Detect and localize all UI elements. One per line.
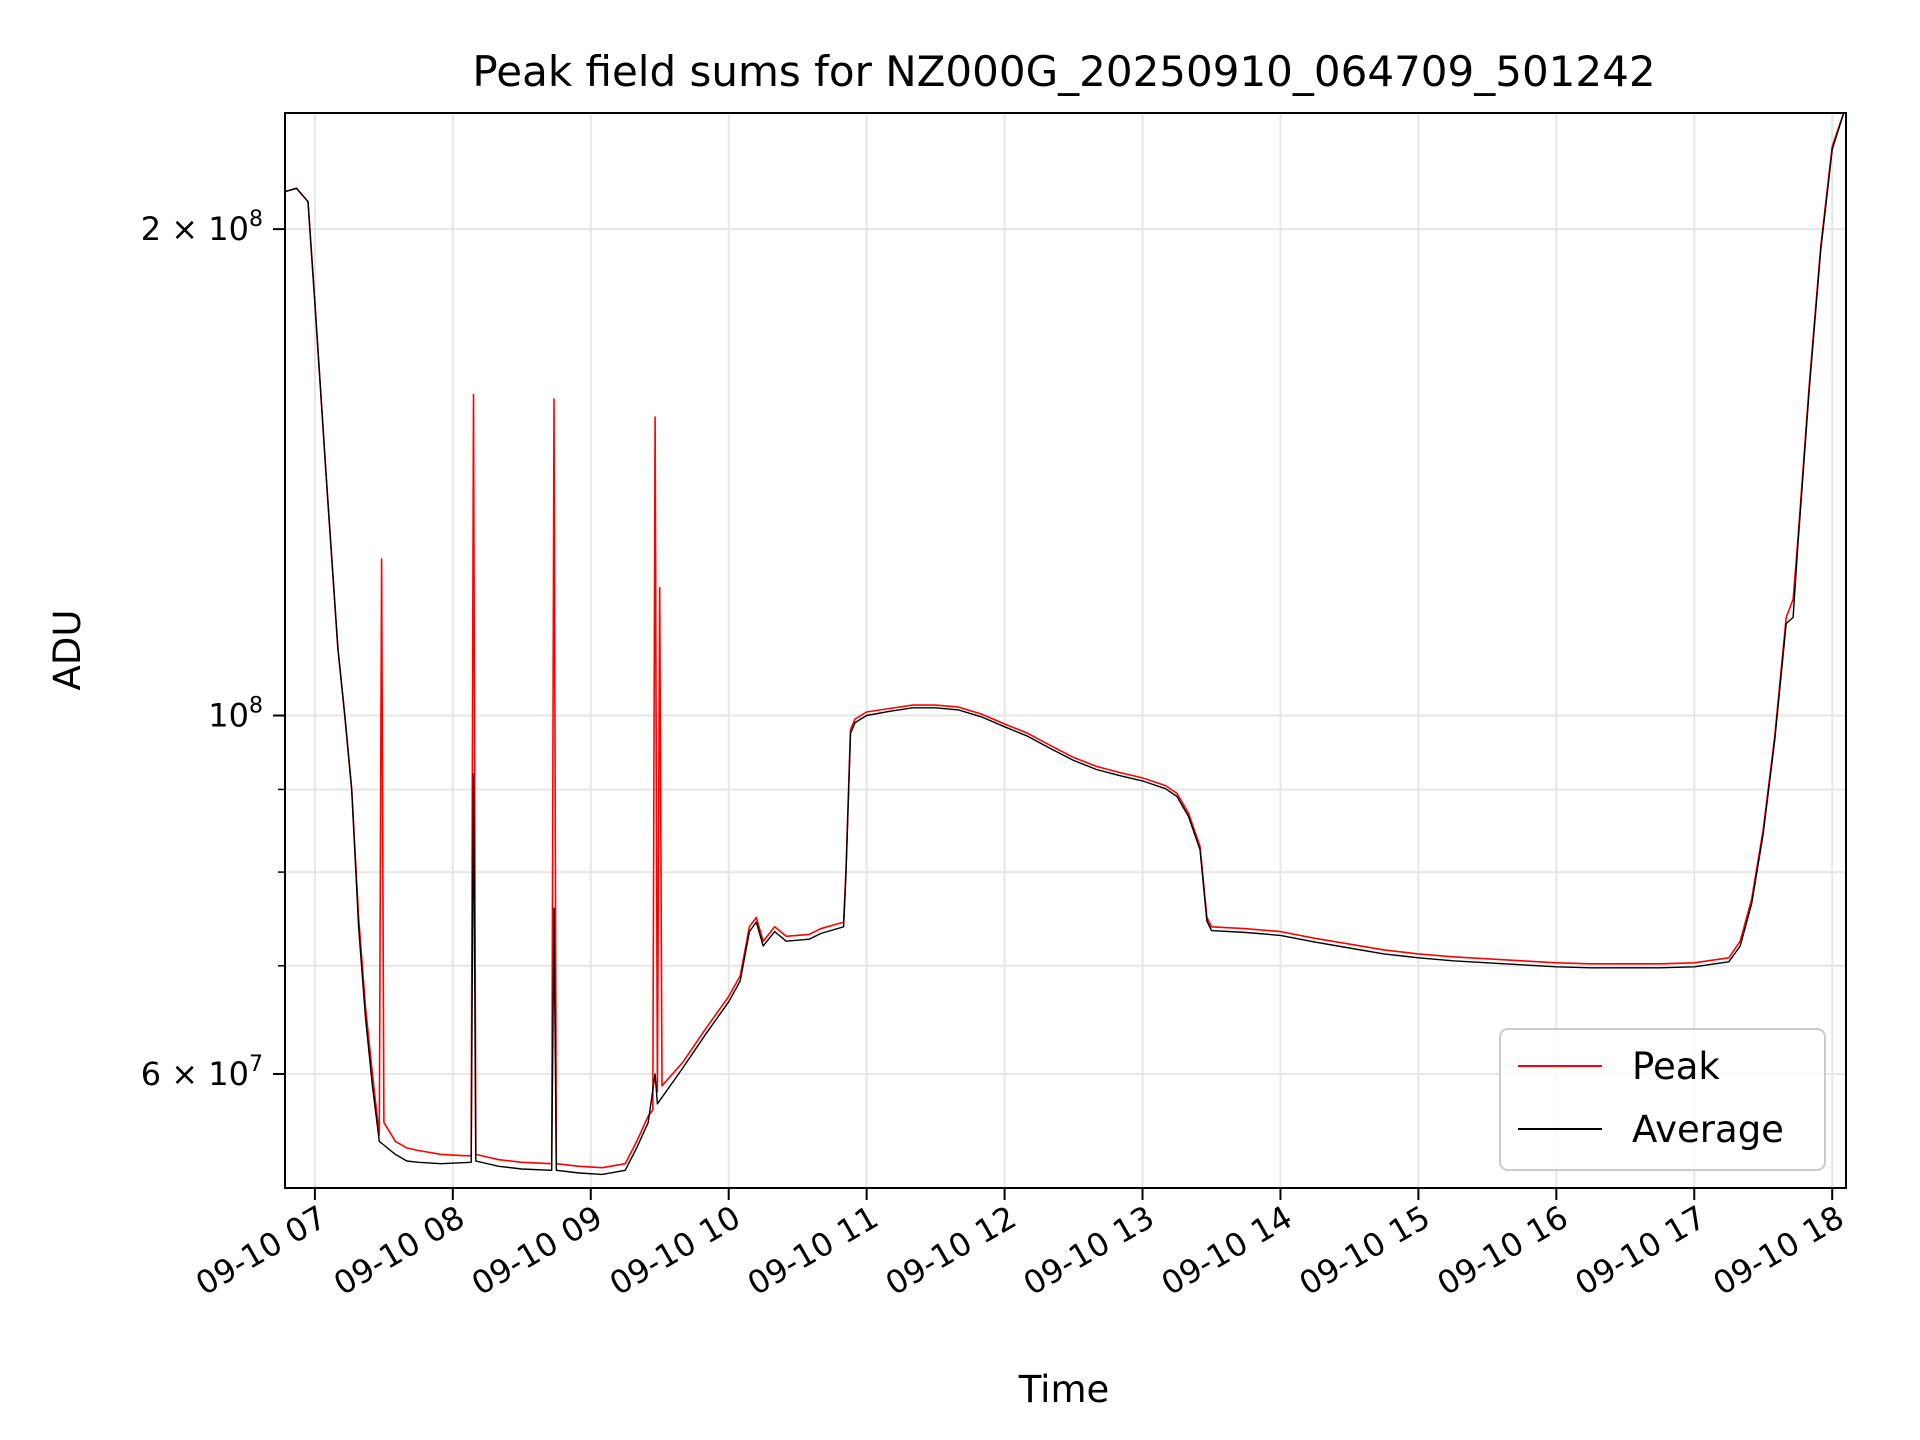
y-axis-label: ADU	[46, 610, 89, 691]
y-tick-base: 2	[141, 210, 161, 248]
y-axis: 2 × 108 108 6 × 107	[141, 207, 285, 1093]
legend-label-average: Average	[1632, 1108, 1784, 1151]
y-tick-label: 6 × 107	[141, 1052, 263, 1093]
y-tick-label: 108	[208, 694, 263, 735]
grid	[285, 113, 1846, 1188]
legend-box	[1499, 1028, 1826, 1171]
x-axis-label: Time	[1018, 1368, 1110, 1411]
y-tick-base: 6	[141, 1055, 161, 1093]
series-layer	[285, 113, 1845, 1176]
legend: Peak Average	[1499, 1028, 1826, 1171]
y-tick-exponent: 8	[249, 694, 263, 719]
y-tick-label: 2 × 108	[141, 207, 263, 248]
y-tick-exponent: 8	[249, 207, 263, 232]
series-line-average	[285, 113, 1845, 1176]
plot-frame	[284, 112, 1847, 1189]
legend-label-peak: Peak	[1632, 1045, 1720, 1088]
chart-title: Peak field sums for NZ000G_20250910_0647…	[472, 47, 1655, 96]
y-tick-exponent: 7	[249, 1052, 263, 1077]
